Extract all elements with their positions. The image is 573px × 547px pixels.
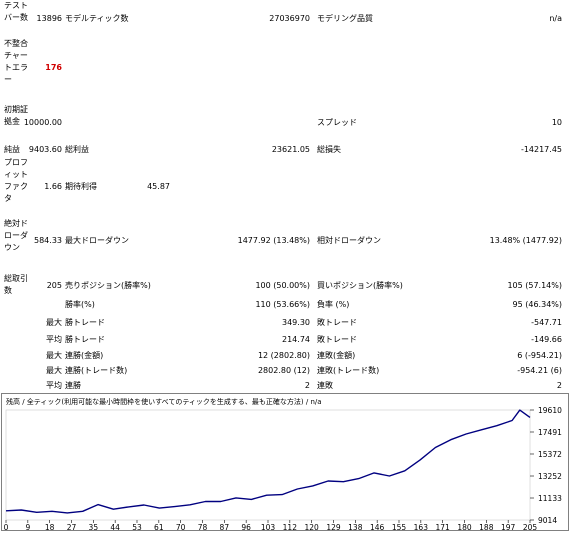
bars-label: テストバー数 (4, 1, 28, 22)
expected-label: 期待利得 (65, 182, 97, 191)
x-tick-label: 78 (198, 523, 208, 530)
avg-cons-win-value: 2 (304, 381, 310, 390)
net-value: 9403.60 (28, 145, 62, 154)
net-label: 純益 (4, 145, 20, 154)
x-tick-label: 112 (283, 523, 298, 530)
max-win-label: 勝トレード (65, 318, 105, 327)
balance-series-line (5, 409, 531, 514)
x-tick-label: 138 (348, 523, 363, 530)
spread-label: スプレッド (317, 118, 357, 127)
balance-chart: 残高 / 全ティック(利用可能な最小時間枠を使いすべてのティックを生成する、最も… (1, 393, 569, 531)
loss-value: 95 (46.34%) (512, 300, 562, 309)
gross-loss-label: 総損失 (317, 145, 341, 154)
avg-loss-value: -149.66 (531, 335, 562, 344)
max-row-b: 最大 (46, 351, 62, 360)
x-tick-label: 44 (110, 523, 120, 530)
mismatch-label: 不整合チャートエラー (4, 39, 28, 84)
y-tick-label: 19610 (538, 406, 562, 415)
avg-cons-loss-label: 連敗 (317, 381, 333, 390)
max-loss-value: -547.71 (531, 318, 562, 327)
x-tick-label: 96 (241, 523, 251, 530)
max-row-a: 最大 (46, 318, 62, 327)
model-ticks-label: モデルティック数 (65, 14, 129, 23)
deposit-label: 初期証拠金 (4, 105, 28, 126)
pf-value: 1.66 (44, 182, 62, 191)
max-win-value: 349.30 (282, 318, 310, 327)
max-dd-label: 最大ドローダウン (65, 236, 129, 245)
x-tick-label: 61 (154, 523, 164, 530)
x-tick-label: 27 (67, 523, 77, 530)
x-tick-label: 163 (414, 523, 429, 530)
x-tick-label: 146 (370, 523, 385, 530)
win-label: 勝率(%) (65, 300, 95, 309)
rel-dd-value: 13.48% (1477.92) (489, 236, 562, 245)
avg-row-a: 平均 (46, 335, 62, 344)
max-row-c: 最大 (46, 366, 62, 375)
cons-loss-amt-label: 連敗(金額) (317, 351, 356, 360)
avg-cons-loss-value: 2 (556, 381, 562, 390)
abs-dd-value: 584.33 (34, 236, 62, 245)
x-tick-label: 35 (89, 523, 99, 530)
model-ticks-value: 27036970 (269, 14, 310, 23)
avg-row-b: 平均 (46, 381, 62, 390)
avg-cons-win-label: 連勝 (65, 381, 81, 390)
x-tick-label: 205 (523, 523, 538, 530)
x-tick-label: 9 (25, 523, 30, 530)
x-tick-label: 70 (176, 523, 186, 530)
abs-dd-label: 絶対ドローダウン (4, 219, 28, 252)
pf-label: プロフィットファクタ (4, 158, 28, 203)
cons-loss-tr-value: -954.21 (6) (517, 366, 562, 375)
x-tick-label: 197 (501, 523, 516, 530)
y-tick-label: 15372 (538, 450, 562, 459)
y-tick-label: 9014 (538, 516, 557, 525)
deposit-value: 10000.00 (23, 118, 62, 127)
x-tick-label: 103 (261, 523, 276, 530)
plot-area (5, 409, 531, 521)
short-value: 100 (50.00%) (255, 281, 310, 290)
x-tick-label: 0 (4, 523, 9, 530)
gross-profit-value: 23621.05 (271, 145, 310, 154)
spread-value: 10 (551, 118, 562, 127)
x-tick-label: 120 (305, 523, 320, 530)
x-tick-label: 188 (479, 523, 494, 530)
x-tick-label: 171 (436, 523, 451, 530)
expected-value: 45.87 (147, 182, 170, 191)
max-dd-value: 1477.92 (13.48%) (237, 236, 310, 245)
win-value: 110 (53.66%) (255, 300, 310, 309)
y-tick-label: 13252 (538, 472, 562, 481)
x-tick-label: 129 (326, 523, 341, 530)
rel-dd-label: 相対ドローダウン (317, 236, 381, 245)
trades-label: 総取引数 (4, 274, 28, 295)
trades-value: 205 (46, 281, 62, 290)
y-tick-label: 11133 (538, 494, 562, 503)
x-tick-label: 87 (220, 523, 230, 530)
cons-win-tr-label: 連勝(トレード数) (65, 366, 128, 375)
cons-loss-tr-label: 連敗(トレード数) (317, 366, 380, 375)
x-tick-label: 53 (132, 523, 142, 530)
gross-profit-label: 総利益 (65, 145, 89, 154)
cons-loss-amt-value: 6 (-954.21) (517, 351, 562, 360)
model-quality-value: n/a (549, 14, 562, 23)
y-tick-label: 17491 (538, 428, 562, 437)
x-tick-label: 18 (45, 523, 55, 530)
x-tick-label: 155 (392, 523, 407, 530)
bars-value: 13896 (36, 14, 62, 23)
gross-loss-value: -14217.45 (520, 145, 562, 154)
loss-label: 負率 (%) (317, 300, 350, 309)
model-quality-label: モデリング品質 (317, 14, 373, 23)
mismatch-value: 176 (45, 63, 62, 72)
max-loss-label: 敗トレード (317, 318, 357, 327)
chart-header: 残高 / 全ティック(利用可能な最小時間枠を使いすべてのティックを生成する、最も… (6, 398, 322, 406)
long-label: 買いポジション(勝率%) (317, 281, 403, 290)
avg-win-label: 勝トレード (65, 335, 105, 344)
cons-win-amt-value: 12 (2802.80) (257, 351, 310, 360)
balance-chart-svg: 19610 17491 15372 13252 11133 9014 0 9 18 27 35 44 5… (4, 406, 562, 530)
short-label: 売りポジション(勝率%) (65, 281, 151, 290)
cons-win-tr-value: 2802.80 (12) (257, 366, 310, 375)
long-value: 105 (57.14%) (507, 281, 562, 290)
avg-loss-label: 敗トレード (317, 335, 357, 344)
x-tick-label: 180 (457, 523, 472, 530)
cons-win-amt-label: 連勝(金額) (65, 351, 104, 360)
avg-win-value: 214.74 (282, 335, 310, 344)
